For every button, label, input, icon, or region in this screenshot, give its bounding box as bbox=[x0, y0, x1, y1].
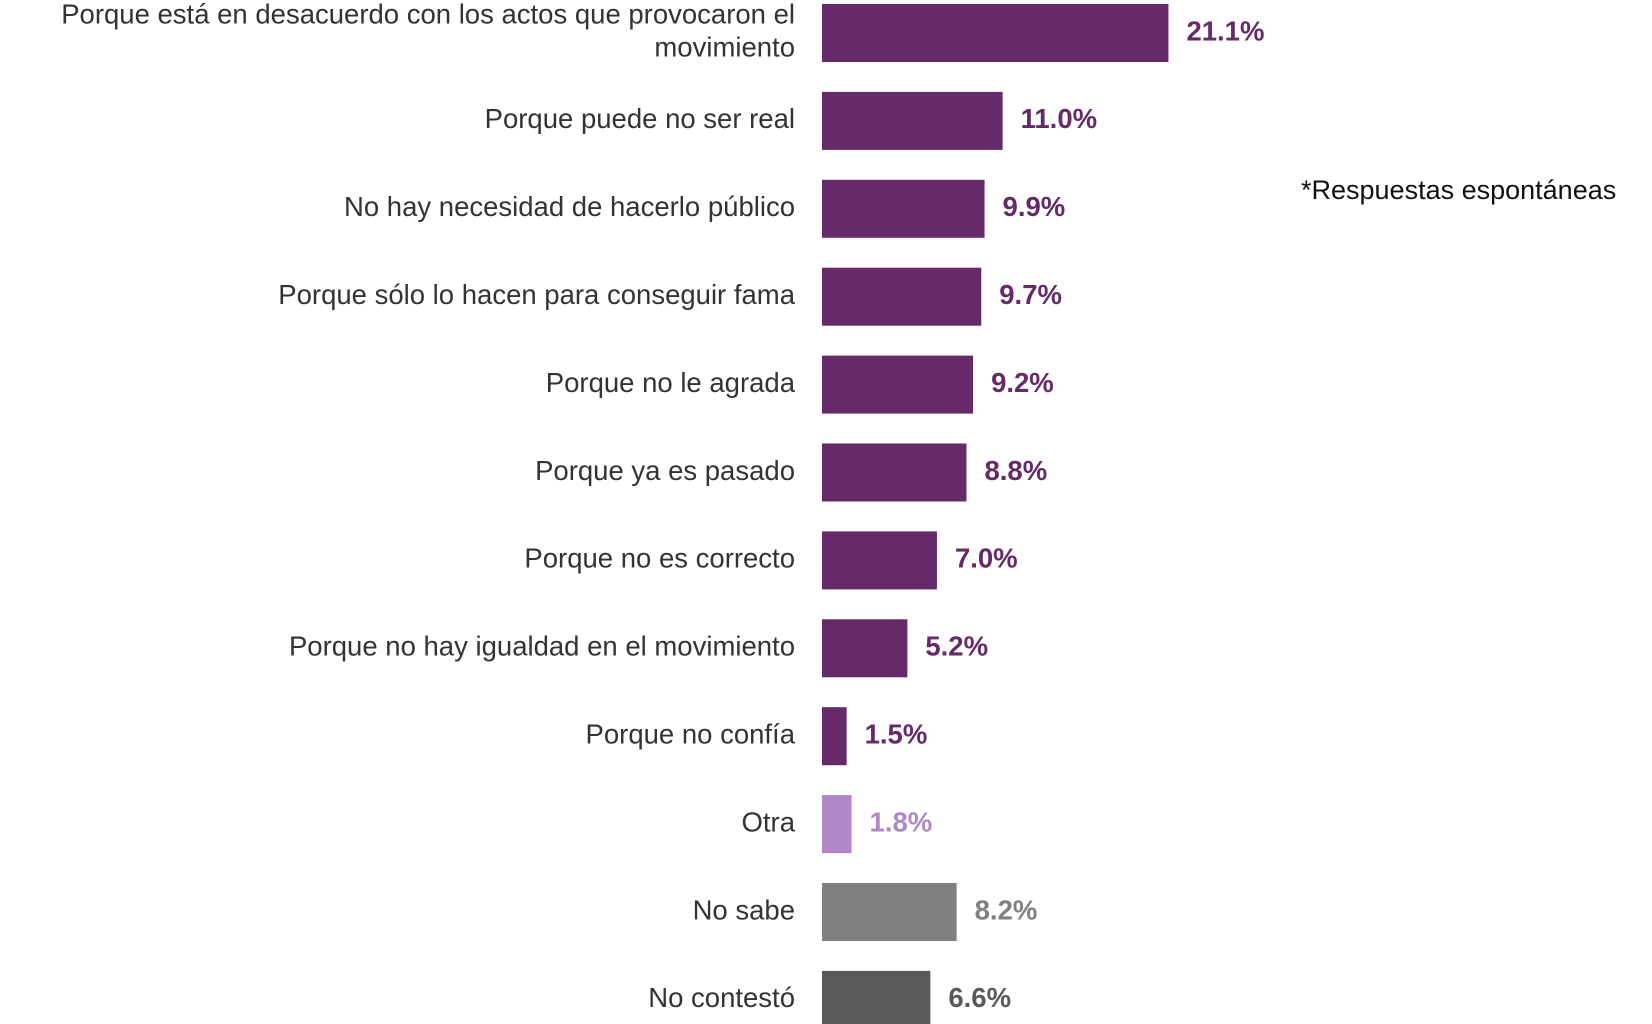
bar bbox=[822, 795, 852, 854]
bar bbox=[822, 531, 937, 590]
category-label: No sabe bbox=[693, 894, 795, 925]
value-label: 1.8% bbox=[870, 806, 933, 837]
bar bbox=[822, 970, 931, 1024]
value-label: 8.8% bbox=[984, 455, 1047, 486]
bar bbox=[822, 443, 967, 502]
value-label: 6.6% bbox=[948, 982, 1011, 1013]
value-label: 8.2% bbox=[975, 894, 1038, 925]
bar bbox=[822, 267, 982, 326]
value-label: 5.2% bbox=[925, 631, 988, 662]
value-label: 21.1% bbox=[1186, 15, 1264, 46]
category-label: Porque está en desacuerdo con los actos … bbox=[61, 0, 795, 63]
bar bbox=[822, 355, 974, 414]
value-label: 9.2% bbox=[991, 367, 1054, 398]
category-label: No contestó bbox=[648, 982, 795, 1013]
category-label: Porque puede no ser real bbox=[485, 103, 795, 134]
value-label: 11.0% bbox=[1021, 103, 1097, 134]
category-label: Porque no es correcto bbox=[524, 543, 795, 574]
category-label: Porque no hay igualdad en el movimiento bbox=[289, 631, 795, 662]
category-label: Porque ya es pasado bbox=[535, 455, 795, 486]
value-label: 7.0% bbox=[955, 543, 1018, 574]
bar bbox=[822, 179, 985, 238]
bar bbox=[822, 91, 1003, 150]
bar bbox=[822, 707, 847, 766]
category-label: Porque sólo lo hacen para conseguir fama bbox=[278, 279, 795, 310]
category-label: Otra bbox=[742, 806, 796, 837]
value-label: 9.9% bbox=[1003, 191, 1066, 222]
category-label: Porque no le agrada bbox=[546, 367, 796, 398]
category-label: No hay necesidad de hacerlo público bbox=[344, 191, 795, 222]
annotation: *Respuestas espontáneas bbox=[1301, 175, 1616, 205]
value-label: 1.5% bbox=[865, 718, 928, 749]
value-label: 9.7% bbox=[999, 279, 1062, 310]
bar bbox=[822, 883, 957, 941]
category-label: Porque no confía bbox=[586, 718, 796, 749]
bar bbox=[822, 4, 1169, 62]
bar bbox=[822, 619, 908, 678]
